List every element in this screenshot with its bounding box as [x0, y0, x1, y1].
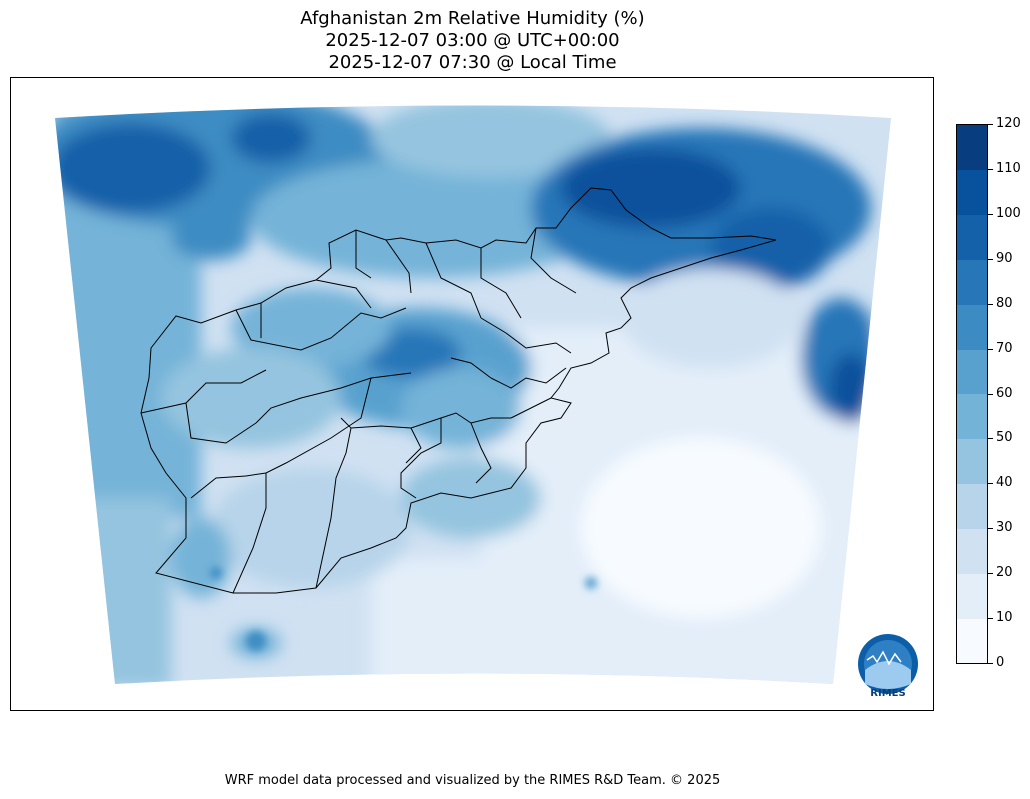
colorbar-tick [988, 618, 993, 620]
colorbar-tick [988, 483, 993, 485]
colorbar-tick-label: 10 [996, 610, 1013, 626]
humidity-field [55, 105, 891, 684]
colorbar-band [957, 483, 987, 529]
colorbar-tick [988, 573, 993, 575]
colorbar-tick [988, 528, 993, 530]
colorbar-tick [988, 168, 993, 170]
colorbar-tick-label: 110 [996, 160, 1021, 176]
rimes-logo-text: RIMES [870, 688, 905, 699]
colorbar-band [957, 573, 987, 619]
colorbar-tick-label: 100 [996, 205, 1021, 221]
colorbar-band [957, 214, 987, 260]
map-subtitle-utc: 2025-12-07 03:00 @ UTC+00:00 [325, 30, 620, 51]
colorbar-band [957, 169, 987, 216]
colorbar-band [957, 259, 987, 305]
colorbar-tick [988, 258, 993, 260]
colorbar-band [957, 304, 987, 350]
colorbar-tick-label: 50 [996, 430, 1013, 446]
map-title: Afghanistan 2m Relative Humidity (%) [300, 8, 645, 29]
map-subtitle-local: 2025-12-07 07:30 @ Local Time [328, 52, 617, 73]
colorbar-tick-label: 80 [996, 295, 1013, 311]
colorbar-tick [988, 438, 993, 440]
colorbar-band [957, 349, 987, 395]
footer-credit: WRF model data processed and visualized … [224, 773, 721, 788]
colorbar [956, 124, 988, 664]
colorbar-tick [988, 393, 993, 395]
colorbar-tick-label: 120 [996, 116, 1021, 131]
colorbar-band [957, 125, 987, 171]
colorbar-tick-label: 20 [996, 565, 1013, 581]
colorbar-band [957, 438, 987, 485]
colorbar-tick [988, 663, 993, 664]
rimes-logo: RIMES [858, 634, 918, 699]
colorbar-tick [988, 124, 993, 125]
colorbar-band [957, 618, 987, 664]
province-boundaries [140, 187, 777, 594]
map-frame [10, 77, 934, 711]
colorbar-band [957, 394, 987, 440]
humidity-map [55, 105, 891, 684]
colorbar-tick-label: 0 [996, 655, 1005, 670]
colorbar-tick [988, 348, 993, 350]
colorbar-tick-label: 30 [996, 520, 1013, 536]
colorbar-tick [988, 213, 993, 215]
colorbar-tick-label: 90 [996, 250, 1013, 266]
colorbar-tick-label: 70 [996, 340, 1013, 356]
colorbar-tick-label: 60 [996, 385, 1013, 401]
colorbar-tick [988, 303, 993, 305]
colorbar-band [957, 528, 987, 574]
colorbar-tick-label: 40 [996, 475, 1013, 491]
